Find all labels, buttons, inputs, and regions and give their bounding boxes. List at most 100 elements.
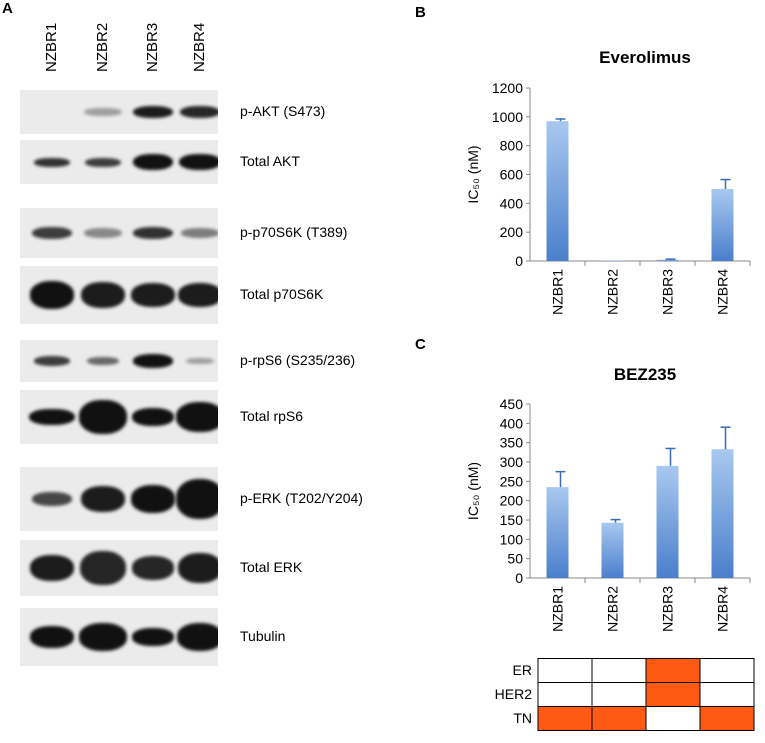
blot-band xyxy=(79,623,127,651)
blot-band xyxy=(32,227,72,239)
bar xyxy=(711,188,734,261)
y-tick-label: 1200 xyxy=(492,80,523,96)
blot-band xyxy=(79,400,127,434)
blot-strip xyxy=(20,540,218,596)
bar xyxy=(546,487,569,578)
blot-label: Tubulin xyxy=(240,628,286,644)
receptor-row-label: TN xyxy=(513,710,532,726)
x-tick-label: NZBR2 xyxy=(605,269,621,315)
blot-band xyxy=(133,354,173,368)
receptor-cell xyxy=(645,658,701,683)
bar xyxy=(656,259,679,261)
lane-label: NZBR1 xyxy=(43,22,60,72)
blot-band xyxy=(32,492,72,506)
bar xyxy=(601,260,624,262)
blot-band xyxy=(132,556,174,580)
blot-band xyxy=(132,628,174,646)
blot-band xyxy=(131,485,175,513)
blot-band xyxy=(131,283,175,307)
receptor-cell xyxy=(537,658,593,683)
receptor-row-label: ER xyxy=(513,662,532,678)
receptor-row-label: HER2 xyxy=(495,686,533,702)
x-tick-label: NZBR3 xyxy=(660,586,676,632)
x-tick-label: NZBR4 xyxy=(715,586,731,632)
blot-band xyxy=(178,553,218,583)
blot-strip xyxy=(20,467,218,531)
x-tick-label: NZBR4 xyxy=(715,269,731,315)
y-tick-label: 250 xyxy=(500,473,524,489)
blot-band xyxy=(81,282,125,308)
y-tick-label: 0 xyxy=(515,253,523,269)
blot-label: Total AKT xyxy=(240,153,300,169)
receptor-cell xyxy=(645,682,701,707)
y-tick-label: 600 xyxy=(500,167,524,183)
y-tick-label: 1000 xyxy=(492,109,523,125)
blot-strip xyxy=(20,266,218,324)
y-tick-label: 450 xyxy=(500,396,524,412)
x-tick-label: NZBR3 xyxy=(660,269,676,315)
blot-label: p-rpS6 (S235/236) xyxy=(240,352,356,368)
receptor-cell xyxy=(537,682,593,707)
y-tick-label: 100 xyxy=(500,531,524,547)
blot-band xyxy=(176,402,218,432)
blot-label: p-ERK (T202/Y204) xyxy=(240,490,363,506)
receptor-cell xyxy=(591,706,647,731)
lane-label: NZBR2 xyxy=(94,22,111,72)
blot-band xyxy=(85,157,121,167)
blot-band xyxy=(34,157,70,167)
y-tick-label: 800 xyxy=(500,138,524,154)
blot-strip xyxy=(20,390,218,444)
receptor-cell xyxy=(699,658,755,683)
blot-strip xyxy=(20,90,218,134)
blot-strip xyxy=(20,208,218,258)
bez235-chart: BEZ235 0 50 100 150 200 250 300 350 400 450 IC₅₀ (n… xyxy=(465,365,751,632)
y-tick-label: 150 xyxy=(500,512,524,528)
blot-strip xyxy=(20,140,218,184)
y-tick-label: 400 xyxy=(500,195,524,211)
y-axis-label: IC₅₀ (nM) xyxy=(465,145,481,203)
receptor-status-table: ER HER2 TN xyxy=(495,658,755,731)
y-tick-label: 300 xyxy=(500,454,524,470)
blot-band xyxy=(87,357,119,365)
blot-band xyxy=(178,283,218,307)
blot-band xyxy=(84,228,122,238)
y-axis-label: IC₅₀ (nM) xyxy=(465,462,481,520)
receptor-cell xyxy=(537,706,593,731)
x-tick-label: NZBR2 xyxy=(605,586,621,632)
receptor-cell xyxy=(591,658,647,683)
blot-band xyxy=(30,626,74,648)
blot-label: Total rpS6 xyxy=(240,408,304,424)
blot-band xyxy=(186,358,214,364)
blot-band xyxy=(133,227,173,239)
blot-band xyxy=(180,106,218,118)
blot-band xyxy=(177,623,218,651)
bar xyxy=(601,522,624,578)
y-tick-label: 200 xyxy=(500,493,524,509)
panel-c-label: C xyxy=(415,336,426,353)
blot-label: p-AKT (S473) xyxy=(240,103,326,119)
blot-band xyxy=(30,555,74,581)
panel-a-label: A xyxy=(2,0,13,17)
blot-label: Total p70S6K xyxy=(240,286,324,302)
y-tick-label: 350 xyxy=(500,435,524,451)
lane-label: NZBR3 xyxy=(144,22,161,72)
y-tick-label: 200 xyxy=(500,224,524,240)
blot-band xyxy=(181,228,218,238)
blot-band xyxy=(176,479,218,519)
blot-band xyxy=(84,108,122,116)
blot-strip xyxy=(20,340,218,382)
x-tick-label: NZBR1 xyxy=(550,269,566,315)
receptor-cell xyxy=(699,682,755,707)
blot-band xyxy=(132,408,174,426)
y-tick-label: 50 xyxy=(507,551,523,567)
chart-title: BEZ235 xyxy=(614,365,676,384)
blot-band xyxy=(30,281,74,309)
blot-strip xyxy=(20,608,218,666)
y-tick-label: 0 xyxy=(515,570,523,586)
panel-b-label: B xyxy=(415,4,426,21)
y-tick-label: 400 xyxy=(500,415,524,431)
blot-band xyxy=(29,409,75,425)
everolimus-chart: Everolimus 0 200 400 600 800 1000 1200 IC₅₀ (nM)… xyxy=(465,48,751,315)
blot-band xyxy=(133,154,173,170)
blot-band xyxy=(179,154,218,170)
